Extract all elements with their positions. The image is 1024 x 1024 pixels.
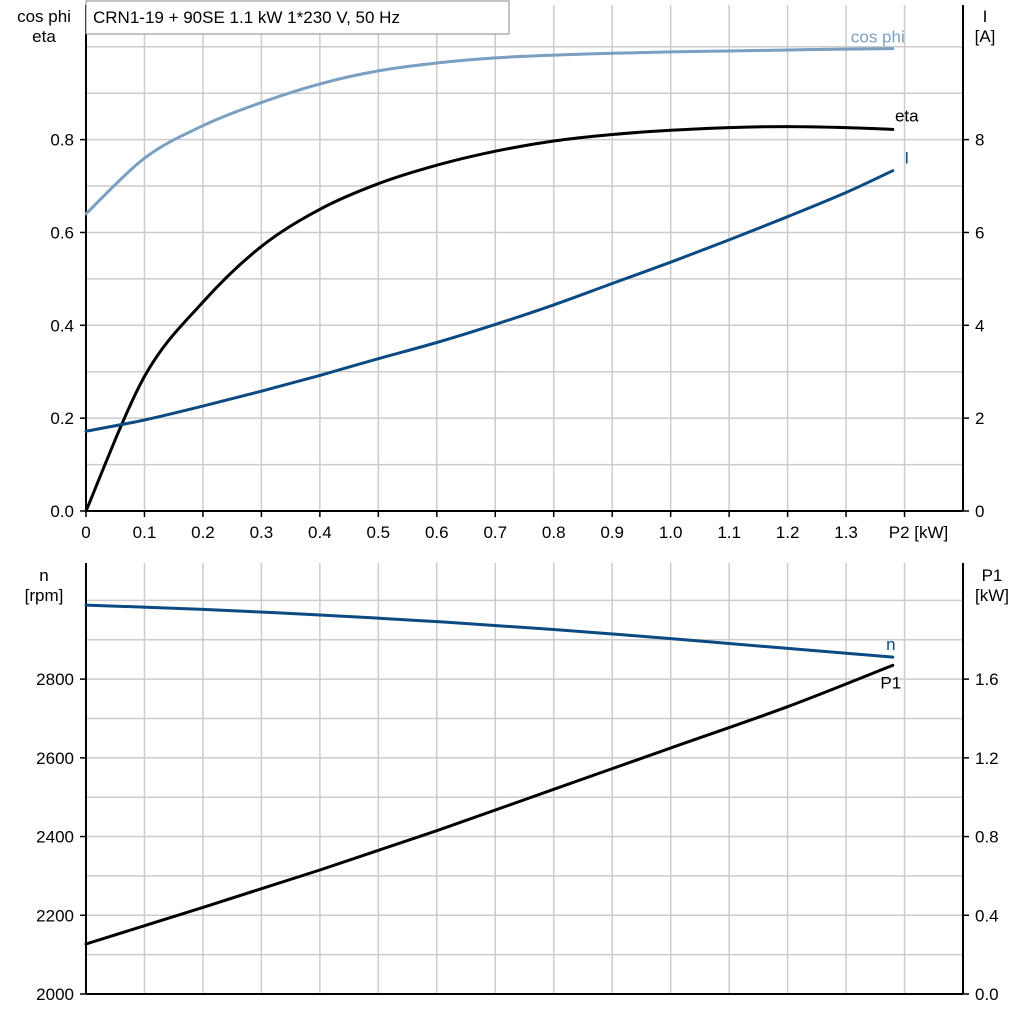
series-line-I [84, 169, 895, 433]
series-label-P1: P1 [880, 673, 901, 692]
x-axis-label: P2 [kW] [889, 523, 949, 542]
x-tick-label: 0 [81, 523, 90, 542]
series-label-cos-phi: cos phi [851, 28, 905, 47]
y-tick-label-right: 4 [975, 316, 984, 335]
x-tick-label: 0.5 [367, 523, 391, 542]
y-tick-label-right: 0.4 [975, 906, 999, 925]
y-tick-label-left: 0.4 [50, 316, 74, 335]
x-tick-label: 0.1 [133, 523, 157, 542]
series-line-n [84, 603, 895, 659]
y-tick-label-right: 8 [975, 131, 984, 150]
y-axis-label-left: [rpm] [25, 586, 64, 605]
y-tick-label-left: 2600 [36, 749, 74, 768]
x-tick-label: 0.9 [600, 523, 624, 542]
series-label-I: I [904, 149, 909, 168]
x-tick-label: 0.6 [425, 523, 449, 542]
y-tick-label-left: 0.0 [50, 502, 74, 521]
x-tick-label: 0.2 [191, 523, 215, 542]
y-tick-label-right: 0 [975, 502, 984, 521]
series-label-n: n [886, 635, 895, 654]
y-tick-label-left: 0.2 [50, 409, 74, 428]
x-tick-label: 1.2 [776, 523, 800, 542]
plot-panel-1: 200022002400260028000.00.40.81.21.6n[rpm… [25, 563, 1009, 1004]
y-tick-label-right: 0.8 [975, 828, 999, 847]
x-tick-label: 1.3 [834, 523, 858, 542]
y-tick-label-left: 2200 [36, 906, 74, 925]
x-tick-label: 1.1 [717, 523, 741, 542]
series-line-eta [84, 125, 895, 513]
title-background [85, 0, 510, 35]
y-tick-label-right: 6 [975, 223, 984, 242]
series-line-P1 [84, 663, 895, 946]
y-tick-label-right: 0.0 [975, 985, 999, 1004]
y-axis-label-right: [A] [975, 27, 996, 46]
chart-title-box: CRN1-19 + 90SE 1.1 kW 1*230 V, 50 Hz [85, 0, 510, 35]
y-tick-label-right: 1.2 [975, 749, 999, 768]
y-axis-label-right: [kW] [975, 586, 1009, 605]
y-axis-label-right: I [983, 7, 988, 26]
y-tick-label-left: 0.8 [50, 131, 74, 150]
x-tick-label: 1.0 [659, 523, 683, 542]
y-axis-label-left: n [39, 566, 48, 585]
y-axis-label-left: cos phi [17, 7, 71, 26]
y-tick-label-left: 2400 [36, 828, 74, 847]
y-axis-label-left: eta [32, 27, 56, 46]
y-tick-label-right: 2 [975, 409, 984, 428]
y-axis-label-right: P1 [982, 566, 1003, 585]
series-label-eta: eta [895, 106, 919, 125]
x-tick-label: 0.3 [250, 523, 274, 542]
series-line-cos-phi [84, 47, 895, 216]
x-tick-label: 0.8 [542, 523, 566, 542]
x-tick-label: 0.4 [308, 523, 332, 542]
y-tick-label-left: 0.6 [50, 223, 74, 242]
x-tick-label: 0.7 [483, 523, 507, 542]
chart-title: CRN1-19 + 90SE 1.1 kW 1*230 V, 50 Hz [93, 8, 400, 27]
y-tick-label-left: 2000 [36, 985, 74, 1004]
y-tick-label-right: 1.6 [975, 670, 999, 689]
y-tick-label-left: 2800 [36, 670, 74, 689]
